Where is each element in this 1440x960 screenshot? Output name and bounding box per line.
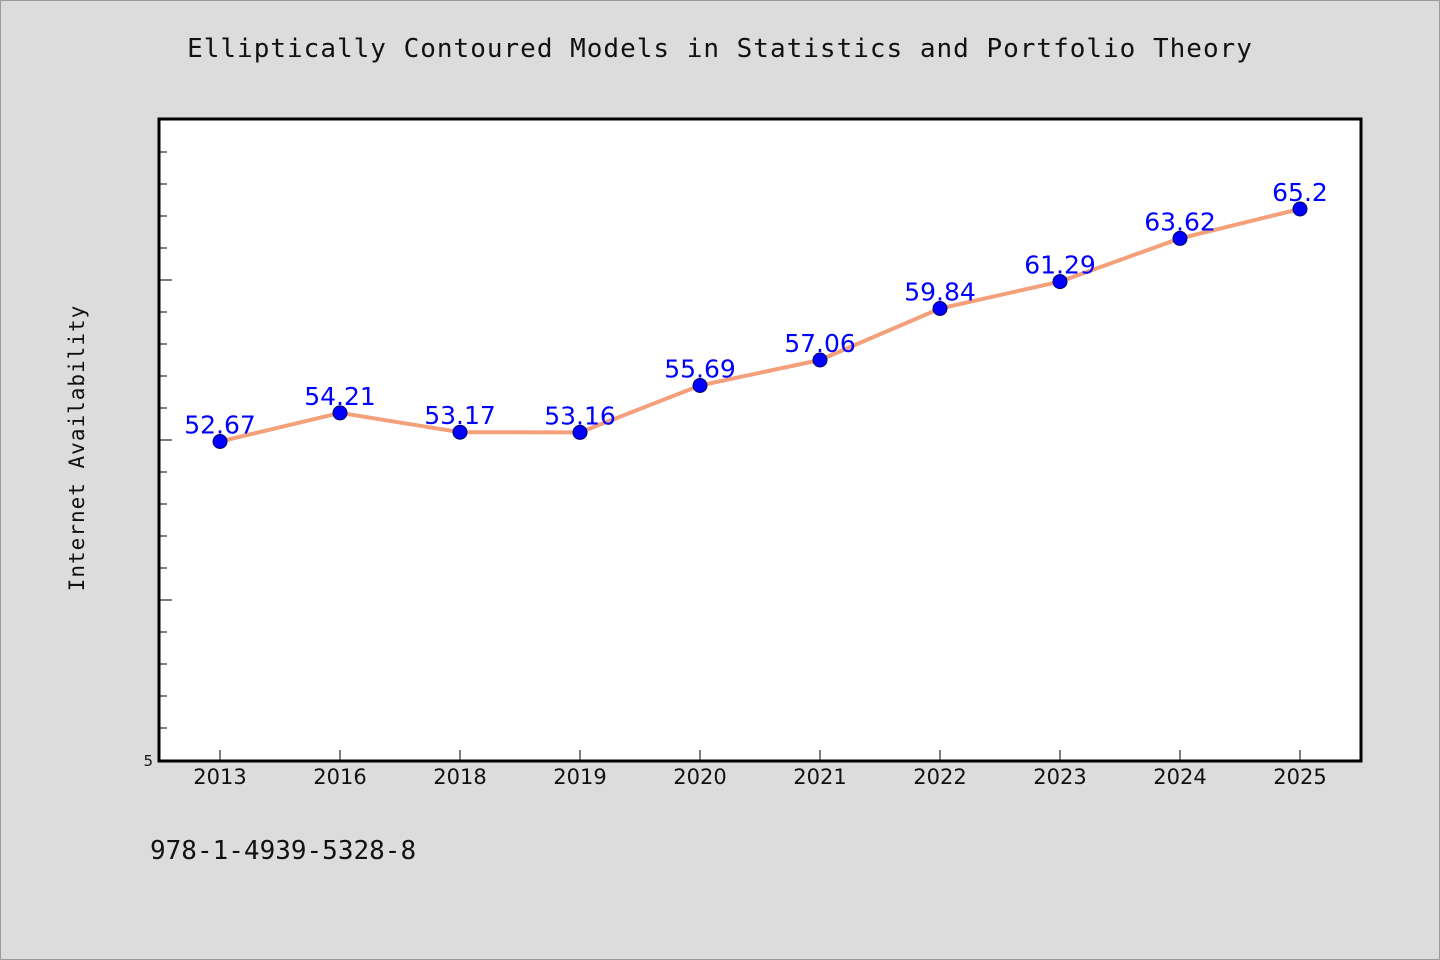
data-point: [1052, 274, 1068, 290]
x-axis-ticks: 2013 2016 2018 2019 2020 2021 2022 2023 2024 2025: [193, 750, 1327, 789]
data-point: [212, 434, 228, 449]
x-tick-label: 2021: [793, 765, 846, 789]
chart-title: Elliptically Contoured Models in Statist…: [187, 34, 1253, 64]
data-label: 59.84: [904, 278, 976, 307]
y-axis-title: Internet Availability: [65, 305, 89, 592]
x-tick-label: 2019: [553, 765, 606, 789]
x-tick-label: 2023: [1033, 765, 1086, 789]
y-axis-ticks: [159, 151, 172, 761]
x-tick-label: 2016: [313, 765, 366, 789]
data-label: 57.06: [784, 329, 856, 358]
data-point: [572, 424, 588, 440]
data-label: 52.67: [184, 411, 256, 440]
data-label: 61.29: [1024, 251, 1096, 280]
data-point: [452, 424, 468, 440]
y-tick-label: 5: [143, 752, 153, 770]
data-point: [812, 352, 828, 368]
data-point: [332, 405, 348, 421]
data-point: [1172, 230, 1188, 246]
series-line-group: 52.67 54.21 53.17 53.16 55.69 57.06 59.84 61.29…: [184, 178, 1328, 449]
x-tick-label: 2025: [1273, 765, 1326, 789]
plot-area: [157, 117, 1363, 763]
data-label: 54.21: [304, 382, 376, 411]
series-line: [219, 207, 1301, 444]
data-label: 65.2: [1272, 178, 1328, 207]
data-label: 55.69: [664, 355, 736, 384]
data-point: [932, 301, 948, 316]
data-point: [1292, 201, 1308, 217]
x-tick-label: 2020: [673, 765, 726, 789]
data-label: 53.16: [544, 401, 616, 430]
x-tick-label: 2013: [193, 765, 246, 789]
data-point: [692, 378, 708, 393]
x-tick-label: 2024: [1153, 765, 1206, 789]
footer-code: 978-1-4939-5328-8: [150, 836, 417, 866]
x-tick-label: 2018: [433, 765, 486, 789]
data-label: 53.17: [424, 401, 496, 430]
x-tick-label: 2022: [913, 765, 966, 789]
data-label: 63.62: [1144, 207, 1216, 236]
